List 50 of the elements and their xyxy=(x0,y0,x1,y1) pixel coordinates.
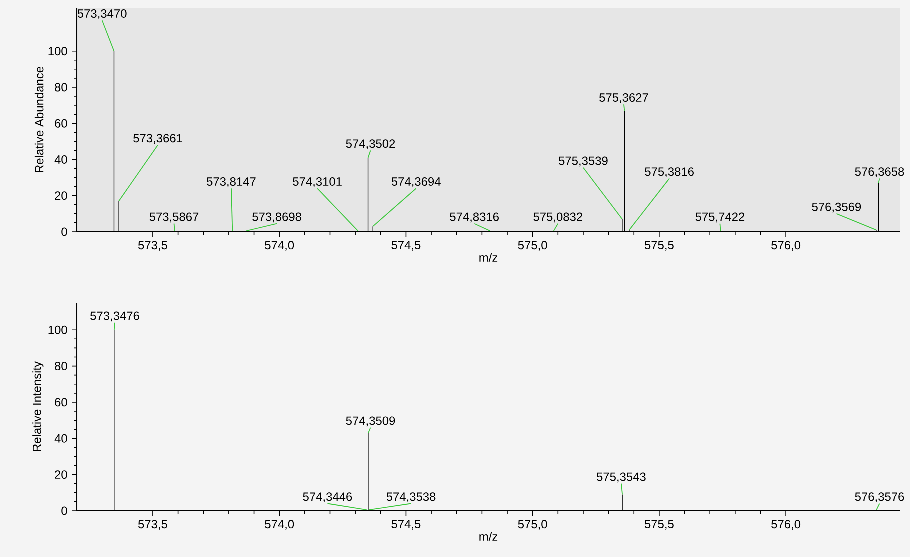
annotation: 575,3816 xyxy=(645,168,694,178)
annotation: 574,3509 xyxy=(346,416,396,427)
annotation: 573,8698 xyxy=(252,212,302,223)
y-tick-label: 80 xyxy=(55,83,68,92)
annotation: 574,3446 xyxy=(303,492,352,503)
annotation: 575,0832 xyxy=(534,212,582,223)
y-axis-title: Relative Intensity xyxy=(32,362,44,452)
x-axis-title: m/z xyxy=(480,253,498,262)
annotation: 574,8316 xyxy=(450,212,499,223)
x-tick-label: 576,0 xyxy=(772,520,801,530)
y-axis-title: Relative Abundance xyxy=(34,67,44,173)
x-tick-label: 574,5 xyxy=(392,241,421,251)
y-tick-label: 0 xyxy=(62,506,68,516)
annotation: 576,3569 xyxy=(812,202,862,213)
annotation: 573,3661 xyxy=(134,134,182,144)
annotation: 574,3538 xyxy=(386,492,436,503)
y-tick-label: 0 xyxy=(62,228,68,236)
annotation: 573,8147 xyxy=(207,178,256,188)
y-tick-label: 60 xyxy=(55,398,68,407)
y-tick-label: 20 xyxy=(55,192,68,200)
x-tick-label: 575,5 xyxy=(644,520,674,530)
x-axis-title: m/z xyxy=(480,532,498,541)
annotation: 574,3694 xyxy=(392,178,441,188)
annotation: 576,3658 xyxy=(855,168,904,178)
x-tick-label: 573,5 xyxy=(138,241,168,252)
y-tick-label: 40 xyxy=(54,156,68,164)
annotation: 574,3502 xyxy=(346,140,396,150)
x-tick-label: 573,5 xyxy=(138,520,168,530)
annotation: 575,3543 xyxy=(597,472,646,483)
annotation: 575,3627 xyxy=(600,94,648,104)
y-tick-label: 100 xyxy=(48,326,68,334)
x-tick-label: 574,0 xyxy=(265,520,294,530)
annotation: 576,3576 xyxy=(855,492,904,503)
annotation: 574,3101 xyxy=(293,178,342,188)
annotation: 573,5867 xyxy=(150,212,199,223)
annotation: 573,3476 xyxy=(90,312,140,322)
y-tick-label: 100 xyxy=(48,47,68,56)
x-tick-label: 574,5 xyxy=(392,520,421,530)
y-tick-label: 40 xyxy=(54,434,68,443)
annotation: 575,7422 xyxy=(696,212,745,223)
x-tick-label: 574,0 xyxy=(265,241,294,252)
x-tick-label: 575,0 xyxy=(518,520,548,530)
x-tick-label: 575,0 xyxy=(518,241,548,252)
y-tick-label: 80 xyxy=(55,362,68,371)
y-tick-label: 20 xyxy=(55,470,68,480)
y-tick-label: 60 xyxy=(55,119,68,128)
annotation: 573,3470 xyxy=(78,10,127,20)
x-tick-label: 576,0 xyxy=(772,241,801,252)
annotation: 575,3539 xyxy=(559,156,608,167)
x-tick-label: 575,5 xyxy=(644,241,674,251)
